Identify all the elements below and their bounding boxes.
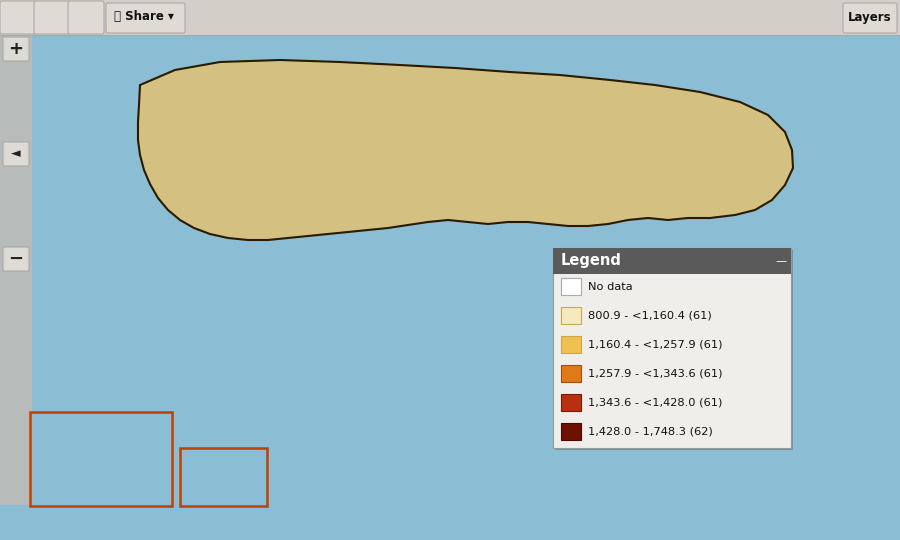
Polygon shape [138, 60, 793, 240]
Bar [553, 248, 791, 448]
Bar [561, 423, 581, 440]
Bar [561, 365, 581, 382]
Bar [561, 394, 581, 411]
Text: —: — [776, 256, 787, 266]
FancyBboxPatch shape [3, 247, 29, 271]
Bar [30, 412, 172, 506]
Bar [561, 278, 581, 295]
FancyBboxPatch shape [68, 1, 104, 34]
FancyBboxPatch shape [3, 37, 29, 61]
Text: −: − [8, 250, 23, 268]
FancyBboxPatch shape [843, 3, 897, 33]
Text: ⛓ Share ▾: ⛓ Share ▾ [114, 10, 174, 24]
FancyBboxPatch shape [3, 142, 29, 166]
Bar [180, 448, 267, 506]
Text: 800.9 - <1,160.4 (61): 800.9 - <1,160.4 (61) [588, 310, 712, 321]
FancyBboxPatch shape [0, 1, 36, 34]
FancyBboxPatch shape [34, 1, 70, 34]
Text: Legend: Legend [561, 253, 622, 268]
Text: 1,428.0 - 1,748.3 (62): 1,428.0 - 1,748.3 (62) [588, 427, 713, 436]
Text: 1,257.9 - <1,343.6 (61): 1,257.9 - <1,343.6 (61) [588, 368, 723, 379]
Bar [555, 250, 793, 450]
Bar [0, 35, 32, 505]
FancyBboxPatch shape [106, 3, 185, 33]
Text: No data: No data [588, 281, 633, 292]
Text: ◄: ◄ [11, 147, 21, 160]
Text: 1,343.6 - <1,428.0 (61): 1,343.6 - <1,428.0 (61) [588, 397, 723, 408]
Text: +: + [8, 40, 23, 58]
Bar [0, 0, 900, 35]
Text: 1,160.4 - <1,257.9 (61): 1,160.4 - <1,257.9 (61) [588, 340, 723, 349]
Text: Layers: Layers [848, 10, 892, 24]
Bar [561, 307, 581, 324]
Bar [561, 336, 581, 353]
Bar [553, 248, 791, 274]
